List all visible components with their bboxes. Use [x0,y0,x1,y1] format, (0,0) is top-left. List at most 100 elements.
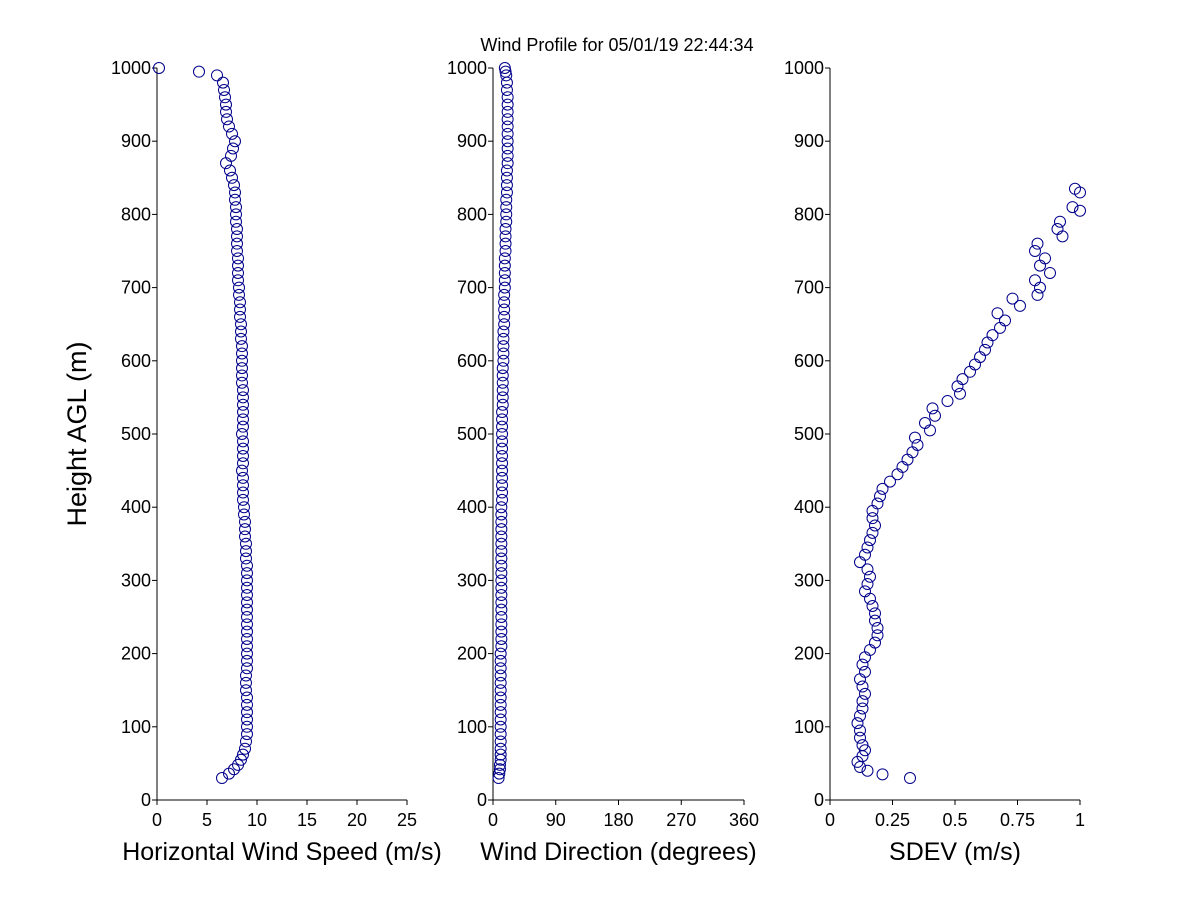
wind-speed-data-point [237,442,249,455]
wind-direction-data-point [496,391,509,404]
sdev-data-point [1031,288,1044,301]
sdev-data-point [856,695,869,708]
sdev-x-tick-label: 0.75 [1000,810,1035,830]
wind-speed-data-point [237,384,249,397]
wind-direction-y-tick-label: 900 [457,131,487,151]
wind-speed-data-point [226,127,238,140]
wind-speed-data-point [240,537,252,550]
sdev-y-tick-label: 200 [794,644,824,664]
sdev-data-point [1044,266,1056,279]
wind-speed-data-point [240,545,252,558]
wind-direction-data-point [495,632,508,645]
wind-speed-data-point [233,281,245,294]
wind-direction-data-point [498,296,511,309]
wind-speed-y-tick-label: 200 [121,644,151,664]
sdev-x-axis-label: SDEV (m/s) [889,838,1021,866]
wind-speed-data-point [237,406,249,419]
wind-direction-data-point [493,767,506,780]
wind-direction-data-point [496,384,509,397]
wind-speed-y-tick-label: 0 [141,790,151,810]
wind-direction-data-point [496,413,509,426]
wind-direction-data-point [494,748,507,761]
wind-speed-data-point [230,208,242,221]
wind-speed-data-point [241,625,253,638]
wind-direction-data-point [494,647,507,660]
wind-speed-data-point [235,325,247,338]
wind-speed-x-tick-label: 10 [247,810,267,830]
wind-speed-data-point [216,772,228,785]
sdev-data-point [904,772,916,785]
wind-direction-data-point [496,457,509,470]
wind-direction-data-point [494,698,507,711]
wind-speed-data-point [229,135,241,148]
wind-speed-data-point [239,742,251,755]
wind-direction-data-point [498,266,511,279]
wind-speed-data-point [237,471,249,484]
wind-direction-data-point [495,574,508,587]
wind-direction-data-point [497,354,510,367]
sdev-data-point [876,482,889,495]
wind-direction-data-point [495,501,508,514]
wind-direction-data-point [498,288,511,301]
wind-direction-data-point [495,530,508,543]
wind-direction-data-point [493,763,506,776]
wind-direction-data-point [495,508,508,521]
sdev-data-point [866,526,879,539]
wind-direction-data-point [498,310,511,323]
wind-speed-data-point [241,632,253,645]
wind-direction-data-point [494,662,507,675]
wind-speed-data-point [237,420,249,433]
wind-speed-data-point [239,530,251,543]
wind-direction-x-tick-label: 0 [488,810,498,830]
wind-speed-y-tick-label: 300 [121,570,151,590]
wind-direction-data-point [498,252,511,265]
wind-direction-data-point [501,120,514,133]
sdev-data-point [854,731,866,744]
sdev-data-point [999,314,1011,327]
wind-direction-data-point [496,406,509,419]
wind-speed-data-point [230,201,242,214]
wind-direction-data-point [501,135,514,148]
wind-speed-data-point [241,662,253,675]
wind-direction-data-point [495,523,508,536]
wind-speed-data-point [236,376,248,389]
wind-direction-data-point [500,69,513,82]
wind-direction-data-point [497,332,510,345]
wind-direction-data-point [499,245,512,257]
wind-speed-data-point [235,753,247,766]
wind-direction-data-point [500,215,513,228]
wind-speed-data-point [219,91,231,104]
sdev-y-tick-label: 0 [814,790,824,810]
sdev-y-tick-label: 900 [794,131,824,151]
wind-speed-data-point [236,347,248,360]
wind-direction-y-tick-label: 300 [457,570,487,590]
wind-speed-data-point [240,735,252,748]
wind-speed-x-tick-label: 15 [297,810,317,830]
wind-speed-data-point [234,310,246,323]
sdev-data-point [1014,299,1026,312]
wind-speed-data-point [240,676,252,689]
wind-direction-y-tick-label: 100 [457,717,487,737]
wind-speed-data-point [231,223,243,236]
sdev-data-point [991,307,1004,320]
wind-speed-data-point [239,515,251,528]
sdev-data-point [1029,245,1041,257]
sdev-data-point [1029,274,1041,287]
sdev-y-tick-label: 500 [794,424,824,444]
wind-speed-data-point [235,318,247,331]
sdev-y-tick-label: 700 [794,278,824,298]
wind-direction-data-point [495,515,508,528]
sdev-data-point [861,578,874,591]
wind-direction-data-point [496,486,509,499]
wind-direction-data-point [496,493,509,506]
sdev-data-point [859,585,871,598]
sdev-data-point [986,329,999,342]
wind-direction-data-point [500,201,513,214]
sdev-data-point [941,395,954,408]
wind-speed-data-point [217,76,229,89]
figure-title: Wind Profile for 05/01/19 22:44:34 [480,35,753,55]
wind-direction-data-point [494,669,507,682]
wind-direction-data-point [500,164,513,177]
wind-direction-data-point [495,625,508,638]
wind-speed-data-point [237,391,249,404]
